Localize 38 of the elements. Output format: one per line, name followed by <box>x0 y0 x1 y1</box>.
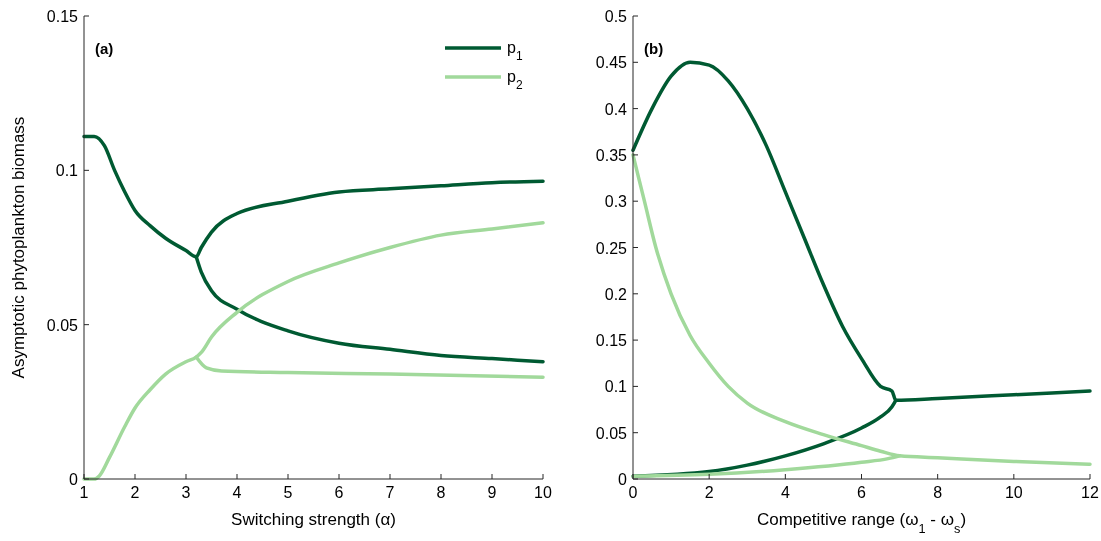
y-tick-label: 0.4 <box>604 100 628 118</box>
x-tick-label: 7 <box>385 484 395 501</box>
y-axis-title: Asymptotic phytoplankton biomass <box>9 116 28 379</box>
x-tick-label: 2 <box>704 484 714 501</box>
y-tick-label: 0 <box>69 471 79 488</box>
legend-label: p$_{1}$ <box>507 39 523 63</box>
y-tick-label: 0.15 <box>595 332 628 350</box>
y-tick-label: 0.05 <box>595 424 628 442</box>
y-tick-label: 0.05 <box>46 316 79 334</box>
y-tick-label: 0.2 <box>604 285 628 303</box>
x-tick-label: 6 <box>857 484 867 501</box>
legend-label: p$_{2}$ <box>507 68 523 92</box>
x-tick-label: 4 <box>780 484 790 501</box>
x-tick-label: 3 <box>181 484 191 501</box>
x-tick-label: 10 <box>1004 484 1023 501</box>
y-tick-label: 0.3 <box>604 193 628 211</box>
y-tick-label: 0.35 <box>595 146 628 164</box>
x-tick-label: 4 <box>232 484 242 501</box>
y-tick-label: 0.1 <box>55 162 79 180</box>
y-tick-label: 0.45 <box>595 54 628 72</box>
x-tick-label: 2 <box>130 484 140 501</box>
y-tick-label: 0.5 <box>604 8 628 25</box>
x-tick-label: 9 <box>487 484 497 501</box>
y-tick-label: 0.15 <box>46 8 79 25</box>
y-tick-label: 0 <box>618 471 628 488</box>
x-tick-label: 8 <box>933 484 943 501</box>
x-tick-label: 12 <box>1081 484 1099 501</box>
x-tick-label: 5 <box>283 484 293 501</box>
annotation: (a) <box>95 40 114 57</box>
x-tick-label: 8 <box>436 484 446 501</box>
x-tick-label: 6 <box>334 484 344 501</box>
y-tick-label: 0.25 <box>595 239 628 257</box>
x-tick-label: 10 <box>534 484 552 501</box>
annotation: (b) <box>644 40 664 57</box>
x-axis-title: Switching strength (α) <box>231 510 396 529</box>
x-axis-title: Competitive range (ω$_{1}$ - ω$_{s}$) <box>756 510 967 536</box>
y-tick-label: 0.1 <box>604 378 628 396</box>
x-tick-label: 1 <box>79 484 89 501</box>
